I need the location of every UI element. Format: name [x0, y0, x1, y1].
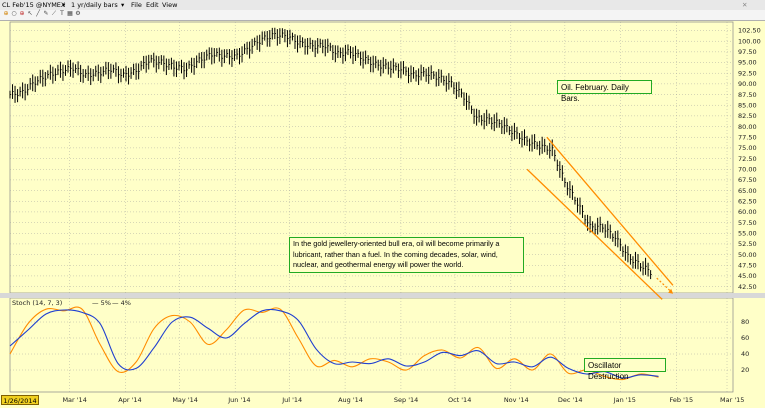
x-tick-label: Mar '15: [720, 396, 744, 404]
pointer-icon[interactable]: ↖: [27, 10, 33, 17]
y-tick-label: 47.50: [738, 261, 757, 269]
y-tick-label: 50.00: [738, 251, 757, 259]
y-tick-label: 70.00: [738, 165, 757, 173]
panel-divider: [0, 293, 765, 298]
y-tick-label: 62.50: [738, 197, 757, 205]
y-tick-label: 67.50: [738, 176, 757, 184]
zoom-icon[interactable]: ○: [11, 10, 17, 17]
y-tick-label: 95.00: [738, 59, 757, 67]
stoch-slow-line: [9, 306, 659, 381]
y-tick-label: 82.50: [738, 112, 757, 120]
stoch-fast-line: [9, 308, 659, 379]
trendline-icon[interactable]: ⟋: [51, 10, 57, 17]
osc-y-tick-label: 40: [741, 350, 749, 358]
x-tick-label: Mar '14: [62, 396, 86, 404]
grid-icon[interactable]: ▦: [67, 10, 73, 17]
y-tick-label: 65.00: [738, 187, 757, 195]
projection-arrow: [656, 277, 672, 293]
menu-edit[interactable]: Edit: [146, 1, 159, 9]
y-tick-label: 100.00: [738, 37, 761, 45]
x-tick-label: Feb '15: [670, 396, 694, 404]
channel-lower-line: [526, 168, 663, 300]
y-tick-label: 87.50: [738, 91, 757, 99]
price-bars: [9, 27, 652, 280]
y-tick-label: 60.00: [738, 208, 757, 216]
close-icon[interactable]: ✕: [742, 1, 748, 9]
chevron-down-icon[interactable]: ▾: [62, 1, 66, 9]
y-tick-label: 90.00: [738, 80, 757, 88]
interval-label[interactable]: 1 yr/daily bars: [71, 1, 118, 9]
commentary-note[interactable]: In the gold jewellery-oriented bull era,…: [289, 237, 524, 273]
channel-upper-line: [546, 136, 674, 286]
x-tick-label: Nov '14: [504, 396, 529, 404]
y-tick-label: 97.50: [738, 48, 757, 56]
y-tick-label: 72.50: [738, 155, 757, 163]
osc-y-tick-label: 20: [741, 366, 749, 374]
y-tick-label: 102.50: [738, 27, 761, 35]
projection-arrowhead: [668, 288, 674, 294]
x-tick-label: Oct '14: [448, 396, 471, 404]
pencil-icon[interactable]: ✎: [43, 10, 49, 17]
toolbar: ⊕ ○ ⊕ ↖ ╱ ✎ ⟋ T ▦ ⚙: [0, 10, 765, 21]
indicator-label: Stoch (14, 7, 3): [12, 299, 62, 307]
osc-y-tick-label: 60: [741, 334, 749, 342]
y-tick-label: 85.00: [738, 101, 757, 109]
text-tool-icon[interactable]: T: [60, 10, 64, 17]
settings-icon[interactable]: ⚙: [75, 10, 81, 17]
indicator-line1-label: — 5%: [92, 299, 111, 307]
y-tick-label: 75.00: [738, 144, 757, 152]
x-tick-label: Jul '14: [281, 396, 302, 404]
crosshair-icon[interactable]: ⊕: [3, 10, 9, 17]
chart-title-box[interactable]: Oil. February. Daily Bars.: [557, 80, 652, 103]
draw-line-icon[interactable]: ╱: [36, 10, 40, 17]
x-tick-label: Jan '15: [613, 396, 636, 404]
x-tick-label: Apr '14: [118, 396, 141, 404]
y-tick-label: 52.50: [738, 240, 757, 248]
x-tick-label: Jun '14: [227, 396, 250, 404]
y-tick-label: 45.00: [738, 272, 757, 280]
y-tick-label: 42.50: [738, 283, 757, 291]
x-tick-label: Dec '14: [558, 396, 583, 404]
osc-y-tick-label: 80: [741, 318, 749, 326]
y-tick-label: 80.00: [738, 123, 757, 131]
y-tick-label: 55.00: [738, 229, 757, 237]
menu-view[interactable]: View: [162, 1, 178, 9]
x-tick-label: Aug '14: [338, 396, 363, 404]
zoom-in-icon[interactable]: ⊕: [19, 10, 25, 17]
indicator-line2-label: — 4%: [112, 299, 131, 307]
x-tick-label: May '14: [172, 396, 198, 404]
cursor-date: 1/26/2014: [1, 395, 39, 405]
y-tick-label: 92.50: [738, 69, 757, 77]
oscillator-label[interactable]: Oscillator Destruction: [584, 358, 666, 381]
y-tick-label: 77.50: [738, 133, 757, 141]
menu-file[interactable]: File: [131, 1, 142, 9]
symbol-label[interactable]: CL Feb'15 @NYMEX: [2, 1, 66, 9]
x-tick-label: Sep '14: [394, 396, 418, 404]
chevron-down-icon[interactable]: ▾: [121, 1, 125, 9]
y-tick-label: 57.50: [738, 219, 757, 227]
